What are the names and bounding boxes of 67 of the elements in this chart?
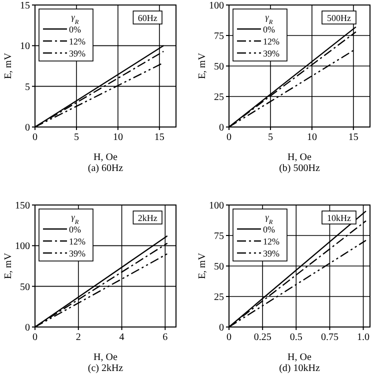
y-tick-label: 0 xyxy=(219,322,224,334)
x-tick-label: 10 xyxy=(306,132,317,143)
y-tick-label: 15 xyxy=(20,0,30,12)
y-tick-label: 100 xyxy=(209,200,224,212)
x-tick-label: 4 xyxy=(119,332,124,343)
legend-label: 0% xyxy=(263,24,276,34)
x-tick-label: 0.5 xyxy=(290,332,302,343)
legend-title: γ$_{R}$ xyxy=(265,12,273,26)
legend-label: 12% xyxy=(69,36,86,46)
y-tick-label: 75 xyxy=(214,31,224,42)
legend-label: 0% xyxy=(263,224,276,234)
text: (c) 2kHz xyxy=(88,363,124,374)
x-tick-label: 1.0 xyxy=(357,332,370,343)
legend-label: 0% xyxy=(69,224,82,234)
x-axis-title: H, Oe xyxy=(288,352,312,363)
annotation: 500Hz xyxy=(327,13,351,23)
y-tick-label: 100 xyxy=(15,241,30,252)
x-axis-title: H, Oe xyxy=(94,152,118,163)
y-tick-label: 50 xyxy=(214,262,224,272)
x-axis-title: H, Oe xyxy=(288,152,312,163)
x-tick-label: 0 xyxy=(226,332,232,343)
legend-label: 39% xyxy=(263,48,280,58)
annotation: 60Hz xyxy=(138,13,158,23)
y-tick-label: 10 xyxy=(20,41,30,52)
x-tick-label: 5 xyxy=(74,132,79,143)
y-axis-title: E, mV xyxy=(3,252,14,280)
annotation: 2kHz xyxy=(138,213,158,223)
x-tick-label: 0.25 xyxy=(254,332,272,343)
y-axis-title: E, mV xyxy=(197,252,208,280)
legend-label: 39% xyxy=(69,248,86,258)
y-axis-title: E, mV xyxy=(197,52,208,80)
y-tick-label: 75 xyxy=(214,231,224,242)
x-tick-label: 15 xyxy=(154,132,164,143)
text: (b) 500Hz xyxy=(279,163,320,174)
y-tick-label: 0 xyxy=(219,122,224,134)
annotation: 10kHz xyxy=(327,213,351,223)
legend-label: 12% xyxy=(263,36,280,46)
y-tick-label: 150 xyxy=(15,200,30,212)
x-tick-label: 0 xyxy=(226,132,232,143)
text: (a) 60Hz xyxy=(88,163,124,174)
legend-label: 12% xyxy=(263,236,280,246)
x-tick-label: 2 xyxy=(76,332,81,343)
x-axis-title: H, Oe xyxy=(94,352,118,363)
x-tick-label: 6 xyxy=(162,332,168,343)
x-tick-label: 0 xyxy=(32,332,38,343)
y-tick-label: 0 xyxy=(25,122,30,134)
legend-label: 39% xyxy=(69,48,86,58)
x-tick-label: 10 xyxy=(112,132,123,143)
legend-title: γ$_{R}$ xyxy=(265,212,273,226)
x-tick-label: 0 xyxy=(32,132,38,143)
y-tick-label: 25 xyxy=(214,92,224,103)
y-tick-label: 0 xyxy=(25,322,30,334)
x-tick-label: 5 xyxy=(268,132,273,143)
y-tick-label: 100 xyxy=(209,0,224,12)
y-tick-label: 5 xyxy=(25,82,30,93)
y-tick-label: 50 xyxy=(214,62,224,72)
y-tick-label: 50 xyxy=(20,282,30,293)
x-tick-label: 15 xyxy=(348,132,358,143)
x-tick-label: 0.75 xyxy=(320,332,338,343)
text: (d) 10kHz xyxy=(279,363,320,374)
legend-label: 12% xyxy=(69,236,86,246)
legend-title: γ$_{R}$ xyxy=(71,212,79,226)
legend-title: γ$_{R}$ xyxy=(71,12,79,26)
legend-label: 39% xyxy=(263,248,280,258)
y-tick-label: 25 xyxy=(214,292,224,303)
legend-label: 0% xyxy=(69,24,82,34)
y-axis-title: E, mV xyxy=(3,52,14,80)
